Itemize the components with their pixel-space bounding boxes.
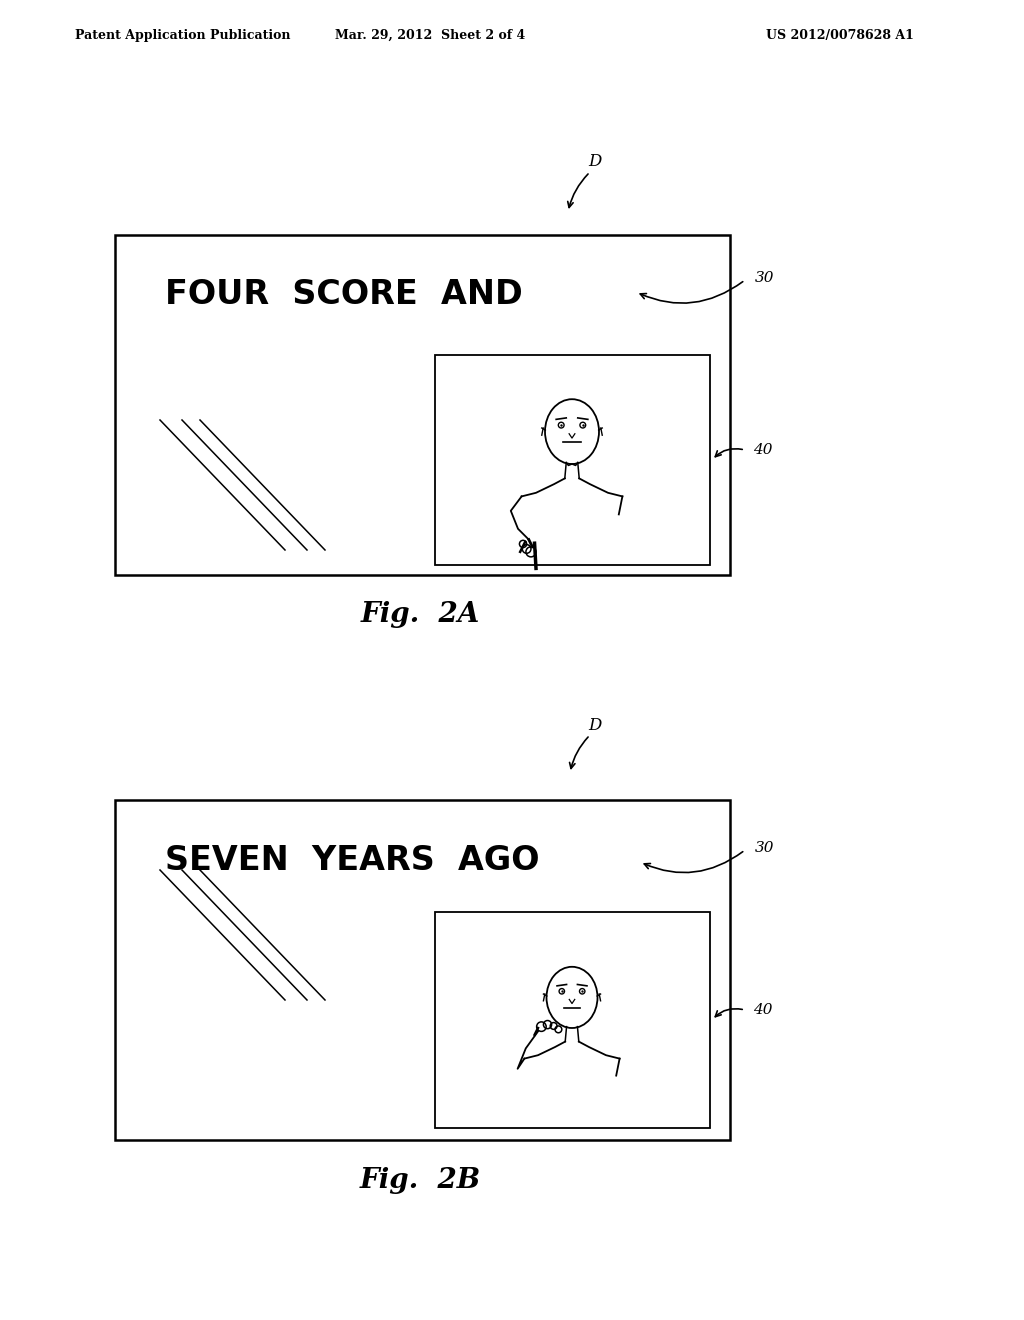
Text: 40: 40 bbox=[753, 444, 772, 457]
Bar bbox=[435, 912, 710, 1129]
Bar bbox=[115, 235, 730, 576]
Text: D: D bbox=[589, 153, 602, 170]
Text: D: D bbox=[589, 717, 602, 734]
Text: FOUR  SCORE  AND: FOUR SCORE AND bbox=[165, 279, 522, 312]
Text: Fig.  2B: Fig. 2B bbox=[359, 1167, 480, 1193]
Text: SEVEN  YEARS  AGO: SEVEN YEARS AGO bbox=[165, 843, 540, 876]
Text: 30: 30 bbox=[755, 271, 774, 285]
Bar bbox=[115, 800, 730, 1140]
Text: 40: 40 bbox=[753, 1003, 772, 1016]
Text: US 2012/0078628 A1: US 2012/0078628 A1 bbox=[766, 29, 914, 41]
Bar bbox=[435, 355, 710, 565]
Text: Fig.  2A: Fig. 2A bbox=[360, 602, 479, 628]
Text: Patent Application Publication: Patent Application Publication bbox=[75, 29, 291, 41]
Text: Mar. 29, 2012  Sheet 2 of 4: Mar. 29, 2012 Sheet 2 of 4 bbox=[335, 29, 525, 41]
Text: 30: 30 bbox=[755, 841, 774, 855]
